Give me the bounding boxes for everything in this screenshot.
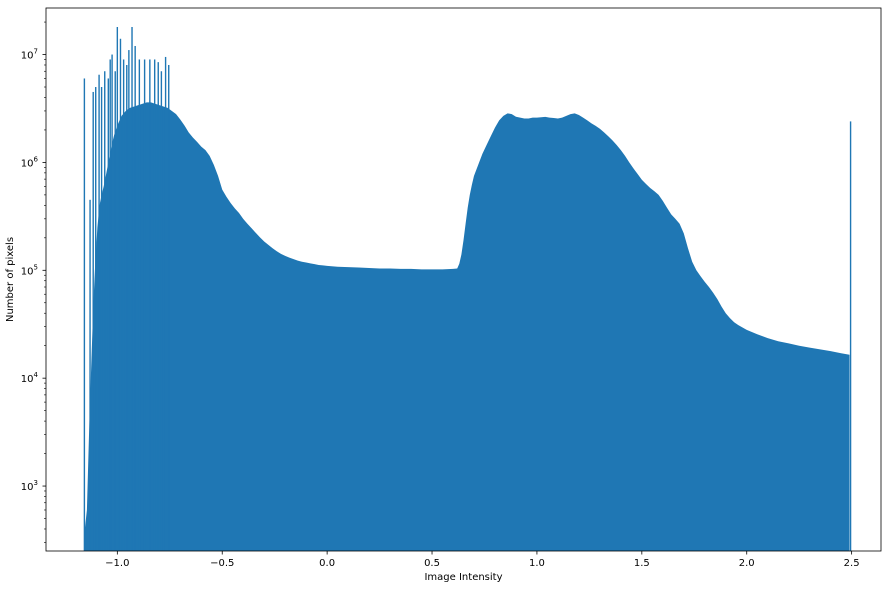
x-tick-label: −1.0 (105, 558, 129, 569)
histogram-bar (849, 121, 852, 552)
histogram-bar (114, 71, 116, 551)
histogram-bar (83, 78, 86, 551)
histogram-bar (122, 59, 125, 551)
histogram-bar (92, 91, 94, 551)
histogram-bar (149, 59, 151, 551)
x-axis-ticks: −1.0 −0.5 0.0 0.5 1.0 1.5 2.0 2.5 (105, 551, 860, 569)
y-tick-label: 103 (21, 479, 38, 493)
x-tick-label: −0.5 (210, 558, 234, 569)
histogram-bar (104, 71, 106, 551)
histogram-bar (109, 59, 111, 551)
histogram-bars (83, 27, 852, 552)
histogram-bar (157, 62, 159, 552)
histogram-bar (138, 59, 141, 551)
histogram-bar (131, 27, 133, 551)
x-tick-label: 1.5 (634, 558, 650, 569)
x-tick-label: 1.0 (529, 558, 545, 569)
x-axis-label: Image Intensity (424, 572, 502, 583)
histogram-body (84, 102, 850, 552)
y-tick-label: 107 (21, 48, 38, 62)
y-tick-label: 105 (21, 263, 38, 277)
histogram-bar (119, 38, 122, 551)
y-tick-label: 106 (21, 155, 39, 169)
histogram-bar (168, 64, 170, 552)
histogram-bar (100, 87, 103, 551)
histogram-bar (95, 87, 97, 551)
y-tick-label: 104 (21, 371, 39, 385)
histogram-bar (126, 64, 128, 552)
histogram-bar (164, 56, 167, 551)
histogram-bar (89, 199, 91, 551)
plot-frame (45, 7, 882, 552)
histogram-bar (153, 59, 156, 551)
y-axis-ticks: 103 104 105 106 107 (21, 21, 46, 543)
y-axis-label: Number of pixels (5, 237, 16, 322)
x-tick-label: 2.0 (739, 558, 755, 569)
x-tick-label: 2.5 (844, 558, 860, 569)
histogram-bar (107, 78, 110, 551)
histogram-bar (98, 74, 100, 551)
histogram-bar (128, 50, 130, 551)
histogram-bar (116, 27, 119, 551)
histogram-bar (143, 59, 146, 551)
histogram-bar (111, 54, 113, 551)
histogram-bar (134, 45, 136, 552)
x-tick-label: 0.5 (424, 558, 440, 569)
histogram-bar (160, 71, 163, 551)
x-tick-label: 0.0 (319, 558, 335, 569)
